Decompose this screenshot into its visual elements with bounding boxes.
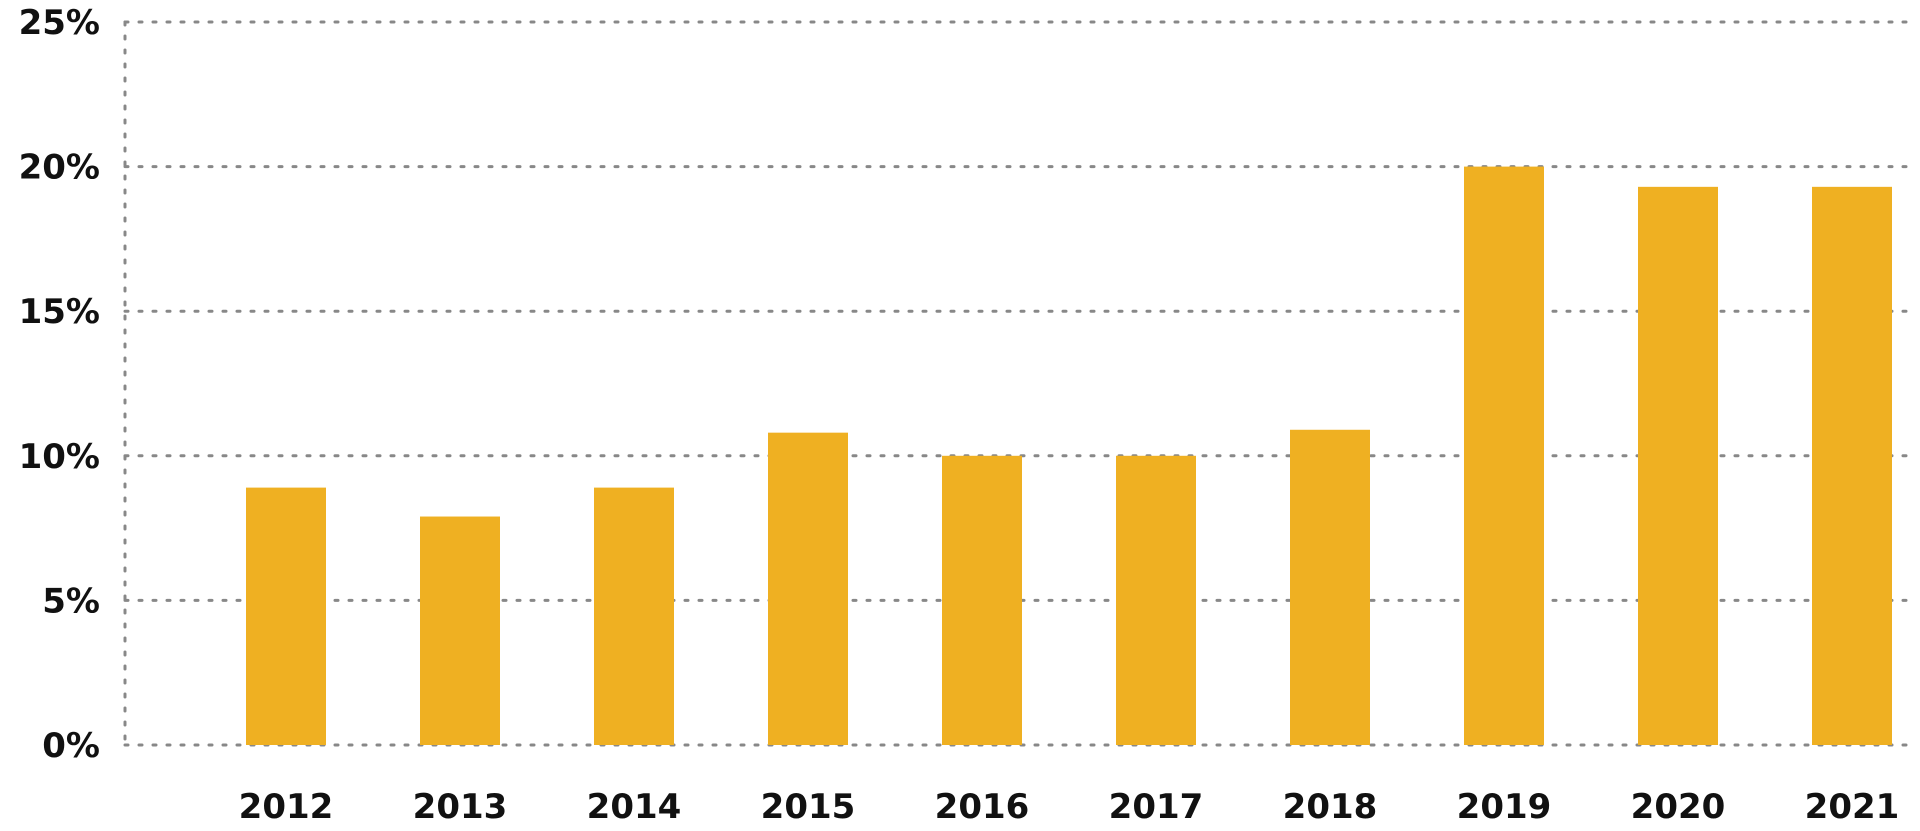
y-tick-label: 20% — [19, 148, 100, 188]
bars — [246, 166, 1892, 746]
y-tick-label: 5% — [42, 581, 100, 621]
x-tick-label: 2021 — [1805, 787, 1900, 827]
bar-2017 — [1116, 455, 1196, 745]
y-tick-label: 25% — [19, 3, 100, 43]
bar-2018 — [1290, 429, 1370, 745]
x-tick-label: 2019 — [1457, 787, 1552, 827]
bar-2019 — [1464, 166, 1544, 746]
x-tick-label: 2016 — [935, 787, 1030, 827]
bar-2015 — [768, 432, 848, 745]
y-tick-label: 15% — [19, 292, 100, 332]
x-tick-label: 2012 — [239, 787, 334, 827]
bar-2014 — [594, 487, 674, 745]
x-tick-label: 2014 — [587, 787, 682, 827]
bar-2016 — [942, 455, 1022, 745]
bar-2020 — [1638, 186, 1718, 745]
x-axis: 2012 2013 2014 2015 2016 2017 2018 2019 2020 2021 — [239, 787, 1900, 827]
y-tick-label: 0% — [42, 726, 100, 766]
bar-2013 — [420, 516, 500, 745]
bar-2012 — [246, 487, 326, 745]
x-tick-label: 2020 — [1631, 787, 1726, 827]
x-tick-label: 2013 — [413, 787, 508, 827]
x-tick-label: 2018 — [1283, 787, 1378, 827]
x-tick-label: 2015 — [761, 787, 856, 827]
bar-2021 — [1812, 186, 1892, 745]
x-tick-label: 2017 — [1109, 787, 1204, 827]
y-tick-label: 10% — [19, 437, 100, 477]
y-axis: 0% 5% 10% 15% 20% 25% — [19, 3, 100, 766]
